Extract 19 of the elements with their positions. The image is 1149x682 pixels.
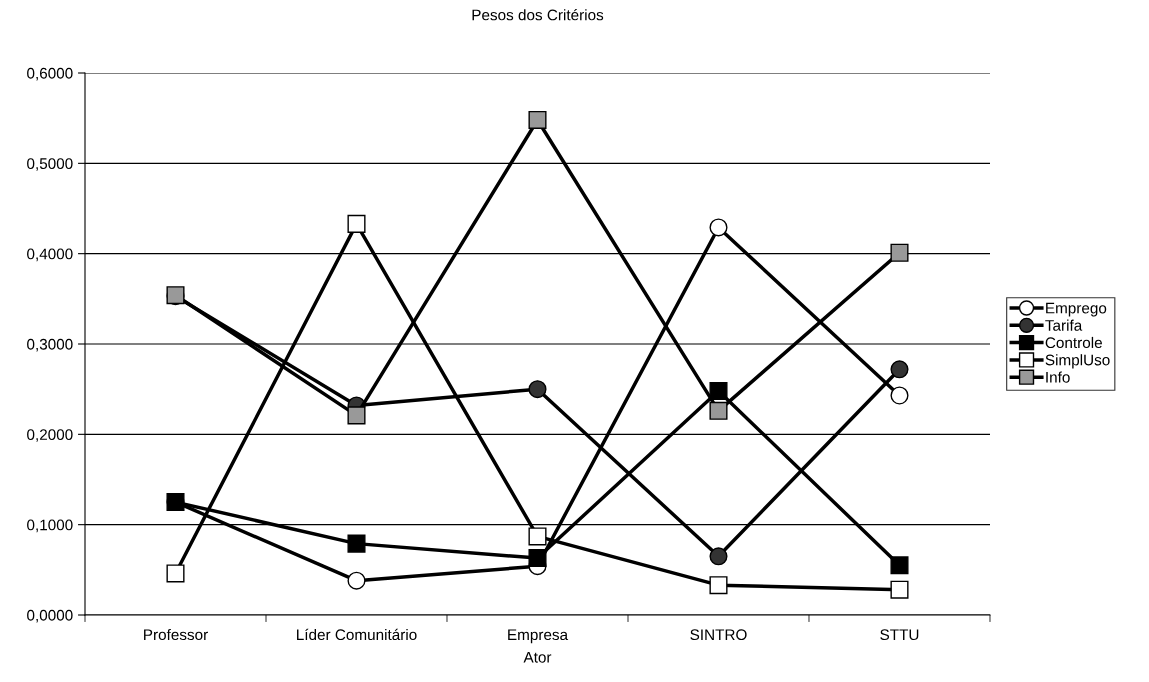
x-tick-label: Líder Comunitário <box>297 628 417 641</box>
y-tick-label: 0,0000 <box>27 609 73 623</box>
legend-label: Info <box>1046 371 1070 383</box>
legend-label: Controle <box>1045 336 1102 349</box>
legend-label: Tarifa <box>1045 319 1083 331</box>
x-tick-label: SINTRO <box>690 629 747 641</box>
y-tick-label: 0,1000 <box>27 519 73 533</box>
y-tick-label: 0,6000 <box>27 67 73 81</box>
y-tick-label: 0,5000 <box>27 158 73 171</box>
y-tick-label: 0,4000 <box>27 248 73 262</box>
x-tick-label: Professor <box>144 628 208 641</box>
legend-label: Emprego <box>1046 302 1107 317</box>
x-tick-label: STTU <box>880 629 919 641</box>
x-tick-label: Empresa <box>508 629 569 644</box>
chart-title: Pesos dos Critérios <box>472 8 604 21</box>
y-tick-label: 0,2000 <box>27 429 73 442</box>
y-tick-label: 0,3000 <box>27 338 73 352</box>
legend-label: SimplUso <box>1045 354 1110 369</box>
x-axis-title: Ator <box>523 652 552 663</box>
